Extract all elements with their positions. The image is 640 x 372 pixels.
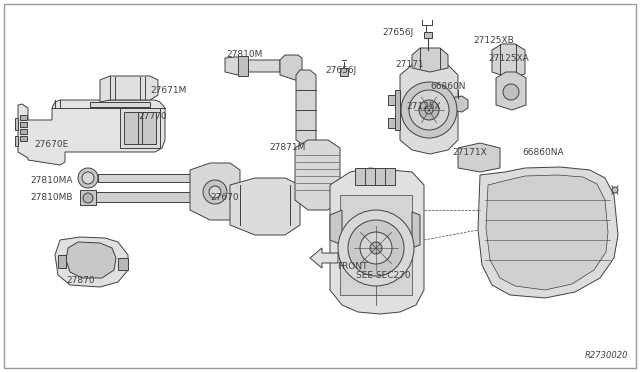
Circle shape: [419, 100, 439, 120]
Text: 66860NA: 66860NA: [522, 148, 564, 157]
Polygon shape: [280, 55, 302, 80]
Polygon shape: [18, 100, 165, 165]
Text: 27125XB: 27125XB: [473, 36, 514, 45]
Polygon shape: [310, 248, 338, 268]
Circle shape: [209, 186, 221, 198]
Polygon shape: [330, 168, 424, 314]
Polygon shape: [66, 242, 116, 278]
Polygon shape: [492, 44, 525, 78]
Text: 27656J: 27656J: [382, 28, 413, 37]
Circle shape: [78, 168, 98, 188]
Polygon shape: [124, 112, 156, 144]
Circle shape: [409, 90, 449, 130]
Polygon shape: [55, 237, 128, 287]
Polygon shape: [15, 118, 18, 130]
Polygon shape: [412, 212, 420, 248]
Polygon shape: [450, 96, 468, 112]
Text: SEE SEC270: SEE SEC270: [356, 271, 411, 280]
Text: 27171: 27171: [395, 60, 424, 69]
Text: 27125XA: 27125XA: [488, 54, 529, 63]
Text: 27670E: 27670E: [34, 140, 68, 149]
Polygon shape: [295, 140, 340, 210]
Polygon shape: [96, 192, 220, 202]
Polygon shape: [20, 122, 27, 127]
Polygon shape: [80, 190, 96, 205]
Text: FRONT: FRONT: [337, 262, 367, 271]
Polygon shape: [388, 95, 395, 105]
Text: R2730020: R2730020: [584, 351, 628, 360]
Polygon shape: [100, 76, 158, 102]
Circle shape: [401, 82, 457, 138]
Circle shape: [338, 210, 414, 286]
Circle shape: [425, 106, 433, 114]
Polygon shape: [20, 115, 27, 120]
Polygon shape: [118, 258, 128, 270]
Text: 27871M: 27871M: [269, 143, 305, 152]
Text: 27125X: 27125X: [406, 102, 440, 111]
Circle shape: [503, 84, 519, 100]
Polygon shape: [230, 178, 300, 235]
Polygon shape: [15, 136, 18, 146]
Text: 27870: 27870: [66, 276, 95, 285]
Polygon shape: [400, 62, 458, 154]
Text: 27810MB: 27810MB: [30, 193, 72, 202]
Polygon shape: [388, 118, 395, 128]
Polygon shape: [355, 168, 395, 185]
Text: 66860N: 66860N: [430, 82, 465, 91]
Polygon shape: [412, 48, 448, 72]
Polygon shape: [20, 129, 27, 134]
Circle shape: [348, 220, 404, 276]
Text: 27171X: 27171X: [452, 148, 487, 157]
Polygon shape: [424, 32, 432, 38]
Polygon shape: [478, 167, 618, 298]
Text: 27770: 27770: [138, 112, 166, 121]
Circle shape: [370, 242, 382, 254]
Polygon shape: [98, 174, 200, 182]
Circle shape: [82, 172, 94, 184]
Polygon shape: [225, 57, 280, 75]
Polygon shape: [496, 72, 526, 110]
Circle shape: [612, 187, 618, 193]
Polygon shape: [58, 255, 66, 268]
Text: 27671M: 27671M: [150, 86, 186, 95]
Text: 27810MA: 27810MA: [30, 176, 72, 185]
Polygon shape: [120, 108, 160, 148]
Circle shape: [360, 232, 392, 264]
Polygon shape: [190, 163, 240, 220]
Circle shape: [83, 193, 93, 203]
Polygon shape: [330, 210, 342, 245]
Text: 27810M: 27810M: [226, 50, 262, 59]
Text: 27656J: 27656J: [325, 66, 356, 75]
Text: 27670: 27670: [210, 193, 239, 202]
Polygon shape: [340, 68, 348, 76]
Polygon shape: [20, 136, 27, 141]
Circle shape: [203, 180, 227, 204]
Polygon shape: [486, 175, 608, 290]
Polygon shape: [238, 56, 248, 76]
Polygon shape: [296, 70, 316, 145]
Polygon shape: [458, 143, 500, 172]
Polygon shape: [340, 195, 412, 295]
Polygon shape: [90, 102, 150, 107]
Polygon shape: [395, 90, 400, 130]
